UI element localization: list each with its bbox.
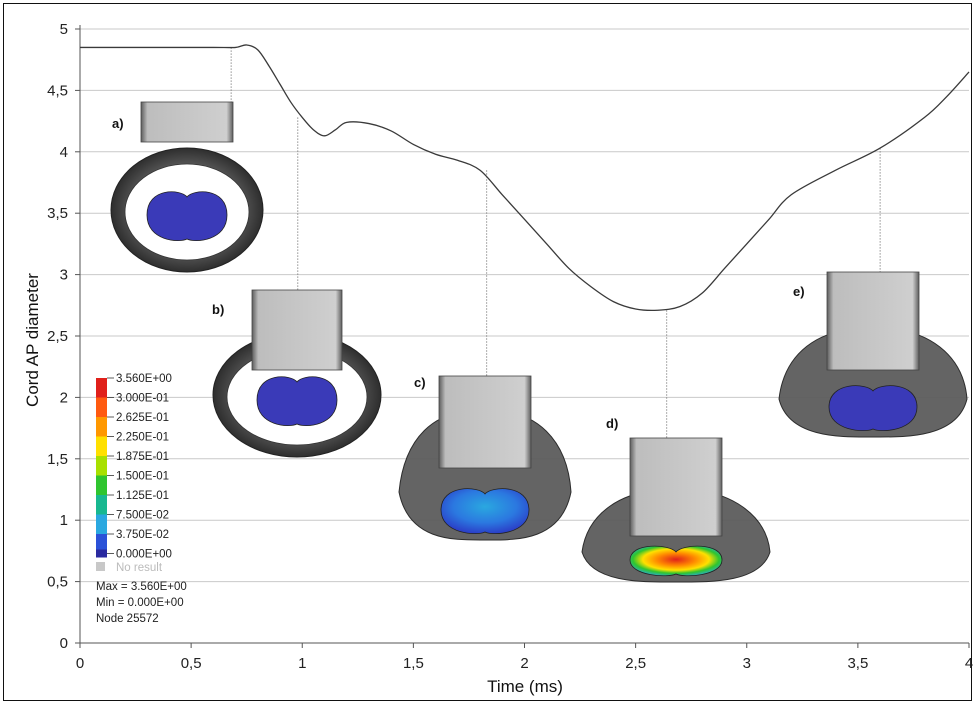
x-tick-label: 0 [76, 655, 84, 672]
x-tick-label: 1 [298, 655, 306, 672]
colorbar-label: 3.000E-01 [116, 393, 169, 405]
x-tick-label: 0,5 [181, 655, 202, 672]
figure-frame [3, 3, 972, 701]
panel-label: e) [793, 284, 805, 299]
tick-labels: 0 0,5 1 1,5 2 2,5 3 3,5 4 4,5 5 0 0,5 1 1,5 2 2,5 3 3,5 4 [47, 21, 973, 672]
x-tick-label: 1,5 [403, 655, 424, 672]
colorbar-swatch [96, 456, 107, 476]
y-tick-label: 1,5 [47, 451, 68, 468]
x-axis-label: Time (ms) [487, 677, 563, 696]
x-tick-label: 3 [743, 655, 751, 672]
spinal-cord [629, 545, 723, 577]
cross-section-2: c) [398, 375, 572, 541]
y-tick-label: 3 [60, 267, 68, 284]
axes [75, 25, 970, 648]
colorbar-swatch [96, 417, 107, 437]
panel-label: b) [212, 302, 224, 317]
impactor-block [251, 289, 343, 371]
min-label: Min = 0.000E+00 [96, 597, 184, 609]
y-tick-label: 0 [60, 635, 68, 652]
colorbar-label: 3.560E+00 [116, 373, 172, 385]
y-tick-label: 4,5 [47, 82, 68, 99]
colorbar-label: 7.500E-02 [116, 510, 169, 522]
spinal-cord [256, 376, 338, 426]
no-result-label: No result [116, 562, 163, 574]
colorbar-label: 1.125E-01 [116, 490, 169, 502]
deformed-dura [778, 330, 968, 438]
panel-label: c) [414, 375, 426, 390]
impactor-block [438, 375, 532, 469]
colorbar-label: 0.000E+00 [116, 549, 172, 561]
y-axis-label: Cord AP diameter [23, 273, 42, 407]
colorbar-swatch [96, 397, 107, 417]
colorbar-label: 3.750E-02 [116, 529, 169, 541]
y-tick-label: 2,5 [47, 328, 68, 345]
colorbar-label: 2.250E-01 [116, 432, 169, 444]
cross-section-insets: a) b) c) d) e) [110, 101, 968, 583]
cross-section-0: a) [110, 101, 264, 273]
y-tick-label: 2 [60, 389, 68, 406]
panel-label: a) [112, 116, 124, 131]
series-line [80, 44, 970, 312]
deformed-dura [581, 491, 771, 583]
cross-section-4: e) [778, 271, 968, 438]
node-label: Node 25572 [96, 613, 159, 625]
spinal-cord [828, 385, 918, 432]
x-tick-label: 4 [965, 655, 973, 672]
colorbar-swatch [96, 534, 107, 554]
y-tick-label: 0,5 [47, 574, 68, 591]
y-tick-label: 4 [60, 144, 68, 161]
colorbar-label: 1.875E-01 [116, 451, 169, 463]
spinal-cord [146, 191, 228, 241]
impactor-block [629, 437, 723, 537]
panel-label: d) [606, 416, 618, 431]
cross-section-3: d) [581, 416, 771, 583]
colorbar-swatch [96, 514, 107, 534]
colorbar-label: 1.500E-01 [116, 471, 169, 483]
x-tick-label: 2 [520, 655, 528, 672]
y-tick-label: 5 [60, 21, 68, 38]
colorbar-label: 2.625E-01 [116, 412, 169, 424]
spinal-cord [440, 488, 530, 535]
no-result-swatch [96, 562, 105, 571]
colorbar-swatch [96, 378, 107, 398]
colorbar-swatch [96, 436, 107, 456]
colorbar-swatch [96, 475, 107, 495]
max-label: Max = 3.560E+00 [96, 581, 187, 593]
impactor-block [826, 271, 920, 371]
colorbar-swatch [96, 495, 107, 515]
impactor-block [140, 101, 234, 143]
y-tick-label: 1 [60, 512, 68, 529]
cross-section-1: b) [212, 289, 382, 458]
x-tick-label: 3,5 [847, 655, 868, 672]
x-tick-label: 2,5 [625, 655, 646, 672]
colorbar-swatch [96, 549, 107, 558]
guide-lines [230, 47, 881, 438]
colorbar-legend: 3.560E+00 3.000E-01 2.625E-01 2.250E-01 1.87… [96, 373, 187, 625]
y-tick-label: 3,5 [47, 205, 68, 222]
